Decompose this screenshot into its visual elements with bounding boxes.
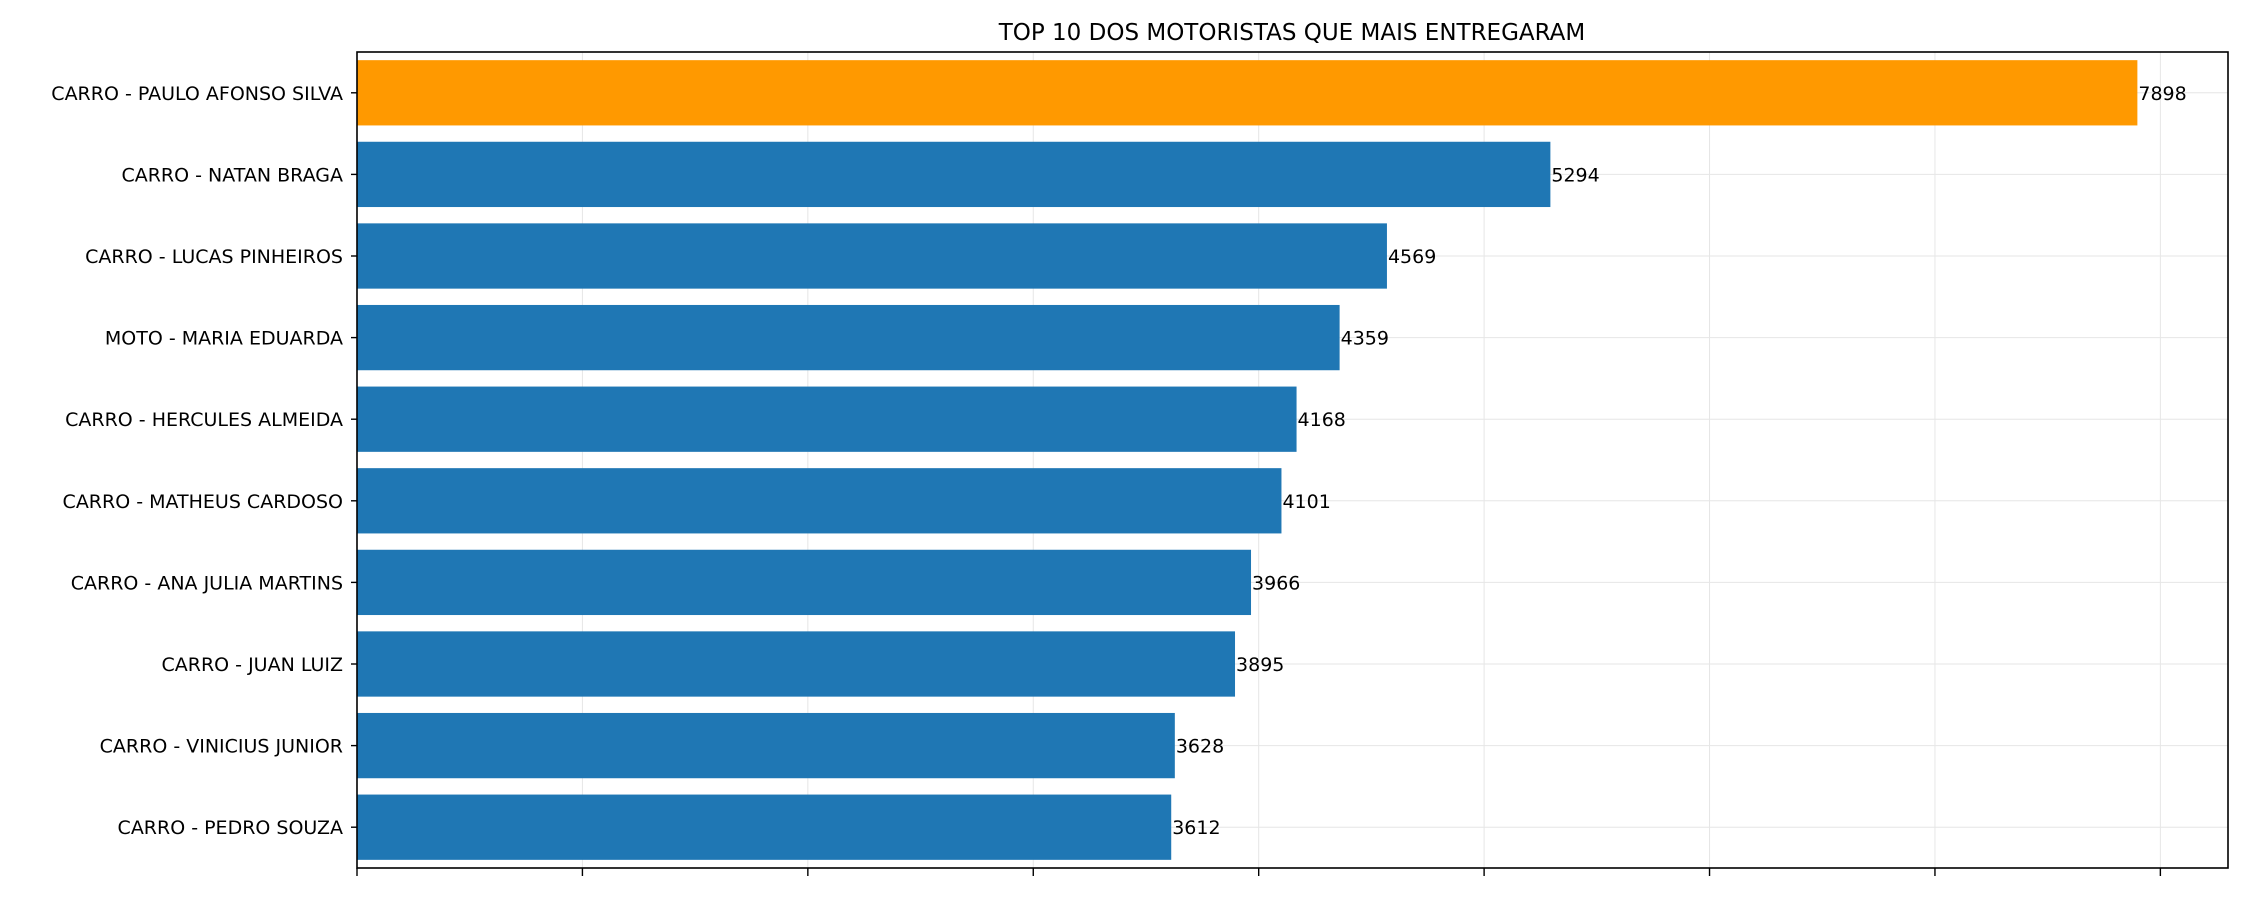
category-label-9: CARRO - PEDRO SOUZA — [118, 817, 343, 839]
bar-6 — [357, 549, 1252, 616]
category-label-3: MOTO - MARIA EDUARDA — [105, 328, 343, 350]
data-label-0: 7898 — [2138, 83, 2186, 105]
data-labels: 7898 5294 4569 4359 4168 4101 3966 3895 3628 3612 — [1172, 83, 2187, 839]
data-label-9: 3612 — [1172, 817, 1220, 839]
data-label-8: 3628 — [1176, 736, 1224, 758]
bar-7 — [357, 631, 1236, 697]
axes — [351, 51, 2229, 876]
bar-4 — [357, 386, 1297, 452]
category-label-6: CARRO - ANA JULIA MARTINS — [71, 572, 343, 594]
category-label-0: CARRO - PAULO AFONSO SILVA — [51, 83, 343, 105]
data-label-5: 4101 — [1282, 491, 1330, 513]
category-label-2: CARRO - LUCAS PINHEIROS — [85, 246, 343, 268]
bars — [357, 60, 2138, 860]
category-label-1: CARRO - NATAN BRAGA — [121, 164, 343, 186]
bar-2 — [357, 223, 1387, 289]
category-label-4: CARRO - HERCULES ALMEIDA — [65, 409, 343, 431]
category-label-8: CARRO - VINICIUS JUNIOR — [100, 736, 343, 758]
category-label-7: CARRO - JUAN LUIZ — [162, 654, 343, 676]
plot-frame — [356, 51, 2229, 869]
bar-3 — [357, 304, 1340, 371]
data-label-7: 3895 — [1236, 654, 1284, 676]
category-label-5: CARRO - MATHEUS CARDOSO — [63, 491, 343, 513]
bar-0 — [357, 60, 2138, 126]
chart-title: TOP 10 DOS MOTORISTAS QUE MAIS ENTREGARA… — [998, 20, 1586, 46]
data-label-6: 3966 — [1252, 572, 1300, 594]
data-label-4: 4168 — [1298, 409, 1346, 431]
data-label-2: 4569 — [1388, 246, 1436, 268]
category-labels: CARRO - PAULO AFONSO SILVA CARRO - NATAN … — [51, 83, 343, 839]
bar-9 — [357, 794, 1172, 860]
data-label-3: 4359 — [1341, 328, 1389, 350]
bar-5 — [357, 468, 1282, 534]
bar-1 — [357, 141, 1551, 208]
data-label-1: 5294 — [1551, 164, 1599, 186]
bar-8 — [357, 712, 1175, 779]
